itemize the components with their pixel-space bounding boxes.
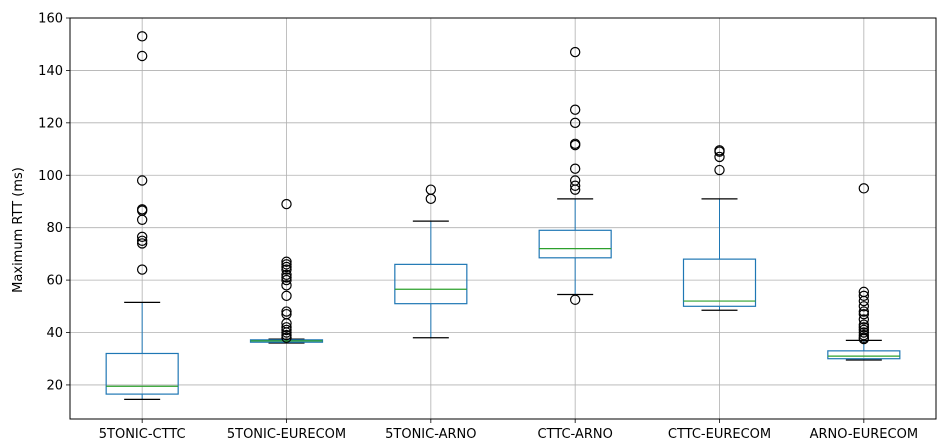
y-axis-title: Maximum RTT (ms) xyxy=(11,167,26,293)
axis-layer: 20 40 60 80 100 120 140 160 5TONIC-CTTC 5TONIC-EU… xyxy=(38,12,936,441)
x-tick-label: CTTC-EURECOM xyxy=(668,427,771,441)
y-tick-label: 20 xyxy=(46,378,63,393)
y-tick-label: 140 xyxy=(38,64,63,79)
y-tick-label: 100 xyxy=(38,169,63,184)
y-tick-label: 60 xyxy=(46,274,63,289)
box-layer xyxy=(106,32,900,400)
x-tick-label: 5TONIC-ARNO xyxy=(385,427,476,441)
x-tick-label: 5TONIC-CTTC xyxy=(99,427,186,441)
x-tick-label: CTTC-ARNO xyxy=(537,427,612,441)
y-tick-label: 120 xyxy=(38,116,63,131)
y-tick-label: 40 xyxy=(46,326,63,341)
x-tick-label: 5TONIC-EURECOM xyxy=(227,427,346,441)
x-tick-label: ARNO-EURECOM xyxy=(810,427,918,441)
plot-frame xyxy=(70,18,936,419)
y-tick-label: 80 xyxy=(46,221,63,236)
grid-layer xyxy=(70,18,936,419)
y-tick-label: 160 xyxy=(38,12,63,27)
